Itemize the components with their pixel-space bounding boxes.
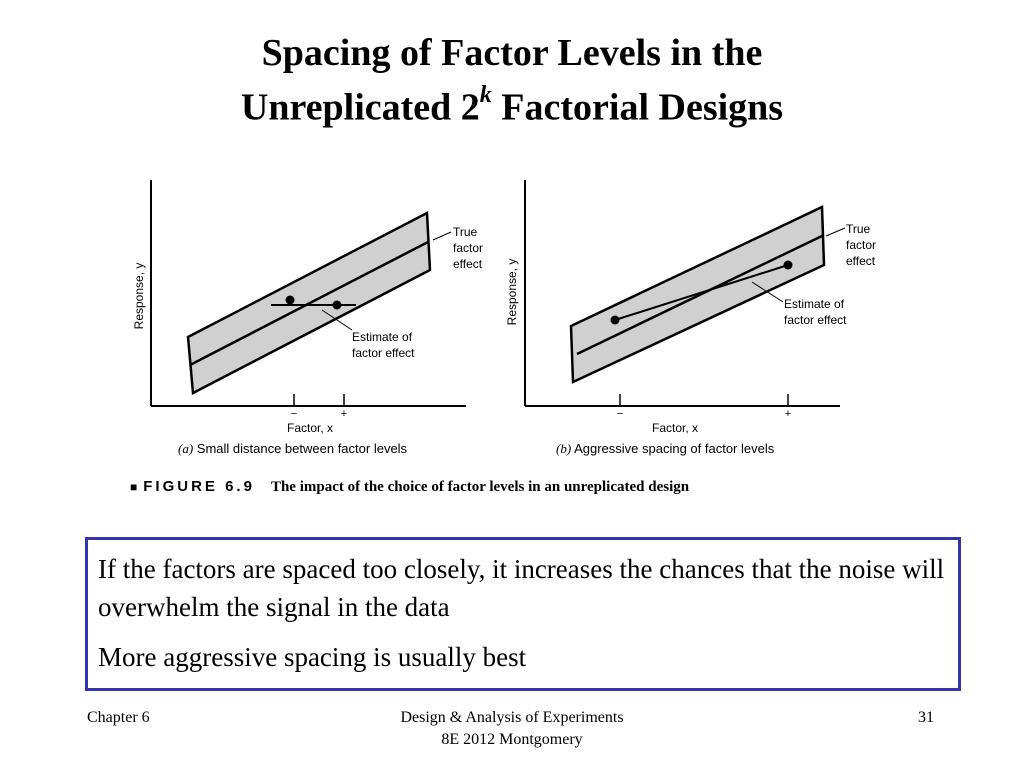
panel-b: Response, y − + Factor, x True factor ef… [505,180,876,456]
figure-marker-icon: ■ [130,480,138,494]
title-line-2-start: Unreplicated 2 [240,86,480,129]
panel-a-true-line [189,240,429,367]
panel-b-tick-plus-label: + [785,408,791,420]
panel-a-true-label-1: True [453,225,478,239]
panel-b-estimate-line [614,264,789,321]
panel-b-estimate-label-2: factor effect [784,313,847,327]
panel-a: Response, y − + Factor, x True factor ef… [132,180,483,456]
panel-b-y-label: Response, y [505,259,519,326]
panel-b-x-label: Factor, x [652,421,698,435]
panel-b-true-label-1: True [846,222,871,236]
panel-b-true-label-3: effect [846,254,876,268]
panel-a-point-low [285,295,295,305]
panel-a-y-label: Response, y [132,263,146,330]
panel-b-caption-tag: (b) [556,441,571,456]
figure-label: FIGURE 6.9 [143,478,255,495]
note-line-2: More aggressive spacing is usually best [98,642,527,672]
panel-a-tick-plus-label: + [341,408,347,420]
footer-chapter: Chapter 6 [87,709,150,726]
panel-a-point-high [332,300,342,310]
figure-caption-text: The impact of the choice of factor level… [270,479,690,495]
panel-a-x-label: Factor, x [287,421,333,435]
slide-title: Spacing of Factor Levels in the Unreplic… [0,30,1024,131]
panel-a-true-label-2: factor [453,241,483,255]
panel-b-true-pointer [825,227,846,237]
panel-a-caption: (a) Small distance between factor levels [178,441,408,456]
panel-a-caption-text: Small distance between factor levels [193,441,407,456]
footer-book-line-1: Design & Analysis of Experiments [400,709,624,726]
panel-a-caption-tag: (a) [178,441,193,456]
panel-a-estimate-label-1: Estimate of [352,330,413,344]
panel-b-estimate-pointer [751,281,784,303]
panel-b-caption: (b) Aggressive spacing of factor levels [556,441,775,456]
note-line-1: If the factors are spaced too closely, i… [98,554,945,622]
title-line-2: Unreplicated 2k Factorial Designs [0,76,1024,131]
panel-a-true-pointer [432,231,452,241]
panel-b-point-high [783,260,793,270]
footer-page-number: 31 [918,709,934,726]
notes-box: If the factors are spaced too closely, i… [85,537,961,691]
figure-caption: ■ FIGURE 6.9 The impact of the choice of f… [130,478,689,496]
panel-b-point-low [610,315,620,325]
footer-book-line-2: 8E 2012 Montgomery [441,731,583,748]
panel-b-true-label-2: factor [846,238,876,252]
panel-a-estimate-label-2: factor effect [352,346,415,360]
panel-b-caption-text: Aggressive spacing of factor levels [571,441,775,456]
panel-b-true-line [576,234,823,356]
panel-a-estimate-pointer [321,309,353,331]
title-superscript: k [479,82,492,108]
panel-a-true-label-3: effect [453,257,483,271]
title-line-1: Spacing of Factor Levels in the [261,32,763,74]
panel-a-tick-minus-label: − [291,408,297,420]
panel-b-estimate-label-1: Estimate of [784,297,845,311]
title-line-2-end: Factorial Designs [491,86,784,129]
footer-book: Design & Analysis of Experiments 8E 2012… [312,707,712,751]
panel-b-tick-minus-label: − [617,408,623,420]
figure-6-9: Response, y − + Factor, x True factor ef… [132,180,876,456]
